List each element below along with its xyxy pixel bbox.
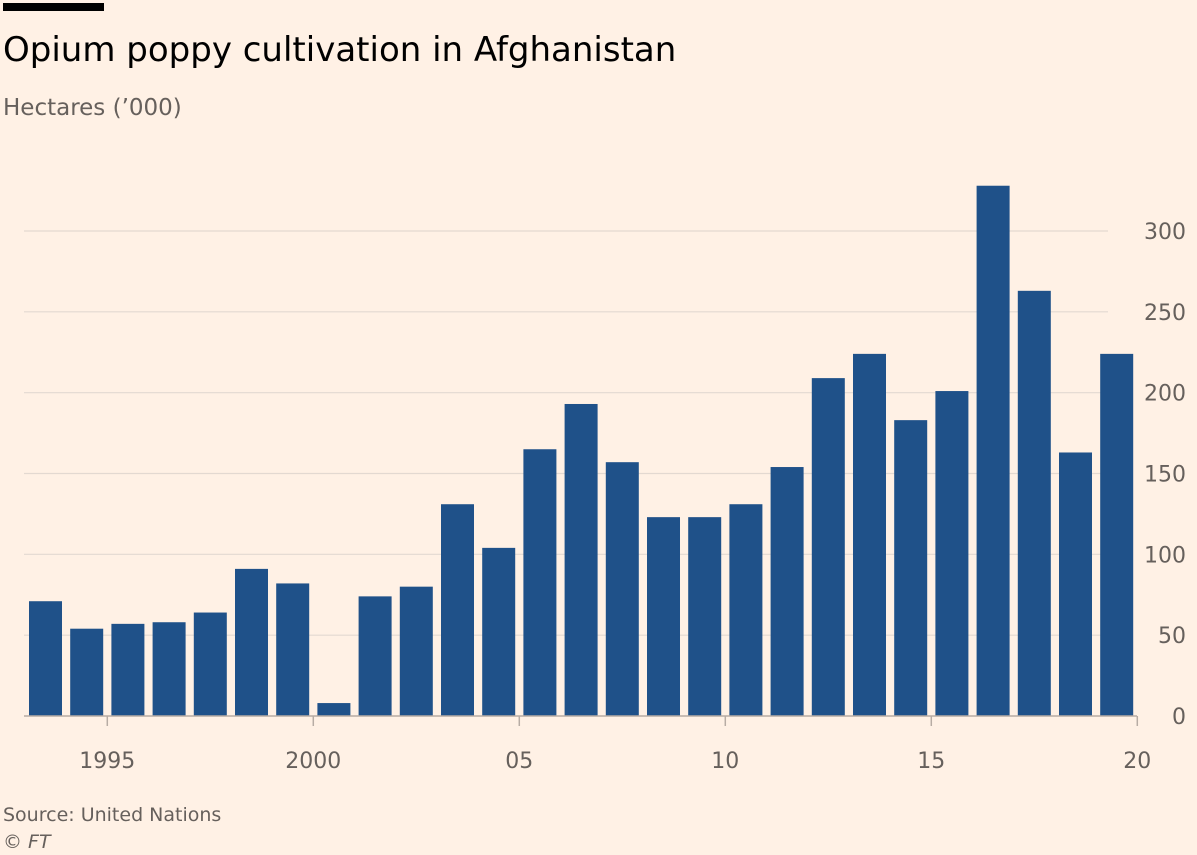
- copyright-symbol: ©: [3, 831, 22, 853]
- bar-2006: [523, 449, 557, 716]
- bar-2004: [441, 504, 474, 716]
- copyright-note: © FT: [3, 829, 51, 855]
- x-tick-label-2005: 05: [505, 749, 533, 774]
- bar-1994: [29, 601, 62, 716]
- y-tick-label-150: 150: [1144, 463, 1186, 488]
- bar-2009: [647, 517, 680, 716]
- bar-2020: [1100, 353, 1134, 716]
- bar-2017: [976, 185, 1010, 716]
- y-tick-label-250: 250: [1144, 301, 1186, 326]
- bar-1998: [193, 612, 227, 716]
- bar-2012: [770, 467, 804, 716]
- y-tick-label-300: 300: [1144, 220, 1186, 245]
- bar-2000: [276, 583, 310, 716]
- bar-2013: [811, 378, 845, 716]
- x-tick-label-2015: 15: [917, 749, 945, 774]
- y-tick-label-50: 50: [1158, 624, 1186, 649]
- copyright-name: FT: [28, 831, 51, 853]
- bar-2002: [358, 596, 392, 716]
- bar-1997: [152, 622, 186, 716]
- bar-2015: [894, 420, 928, 716]
- bar-2007: [564, 403, 598, 716]
- bar-2014: [853, 353, 886, 716]
- x-tick-label-2020: 20: [1123, 749, 1151, 774]
- y-tick-label-0: 0: [1172, 705, 1186, 730]
- axes: 0 50 100 150 200 250 300 1995 2000 05 10 15 20: [24, 220, 1186, 774]
- chart-subtitle: Hectares (’000): [3, 95, 182, 121]
- chart-title: Opium poppy cultivation in Afghanistan: [3, 30, 677, 70]
- bar-1995: [70, 628, 104, 716]
- y-tick-label-100: 100: [1144, 543, 1186, 568]
- bar-2008: [605, 462, 639, 716]
- bar-2011: [729, 504, 763, 716]
- bar-2005: [482, 547, 516, 716]
- source-note: Source: United Nations: [3, 804, 222, 826]
- bar-1999: [235, 568, 268, 716]
- bar-2019: [1059, 452, 1092, 716]
- x-tick-label-1995: 1995: [79, 749, 135, 774]
- bar-2001: [317, 703, 351, 716]
- bar-1996: [111, 623, 145, 716]
- x-tick-label-2010: 10: [711, 749, 739, 774]
- bar-chart: 0 50 100 150 200 250 300 1995 2000 05 10 15 20: [24, 185, 1186, 774]
- bar-2003: [399, 586, 433, 716]
- bar-2018: [1017, 290, 1051, 716]
- bar-2016: [935, 391, 969, 716]
- x-tick-label-2000: 2000: [285, 749, 341, 774]
- header-rule: [3, 3, 104, 11]
- bars: [29, 185, 1134, 716]
- y-tick-label-200: 200: [1144, 382, 1186, 407]
- bar-2010: [688, 517, 722, 716]
